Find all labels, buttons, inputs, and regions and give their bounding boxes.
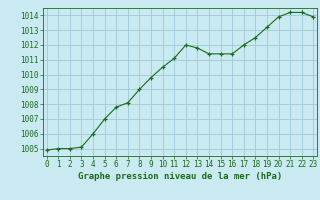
X-axis label: Graphe pression niveau de la mer (hPa): Graphe pression niveau de la mer (hPa) [78, 172, 282, 181]
